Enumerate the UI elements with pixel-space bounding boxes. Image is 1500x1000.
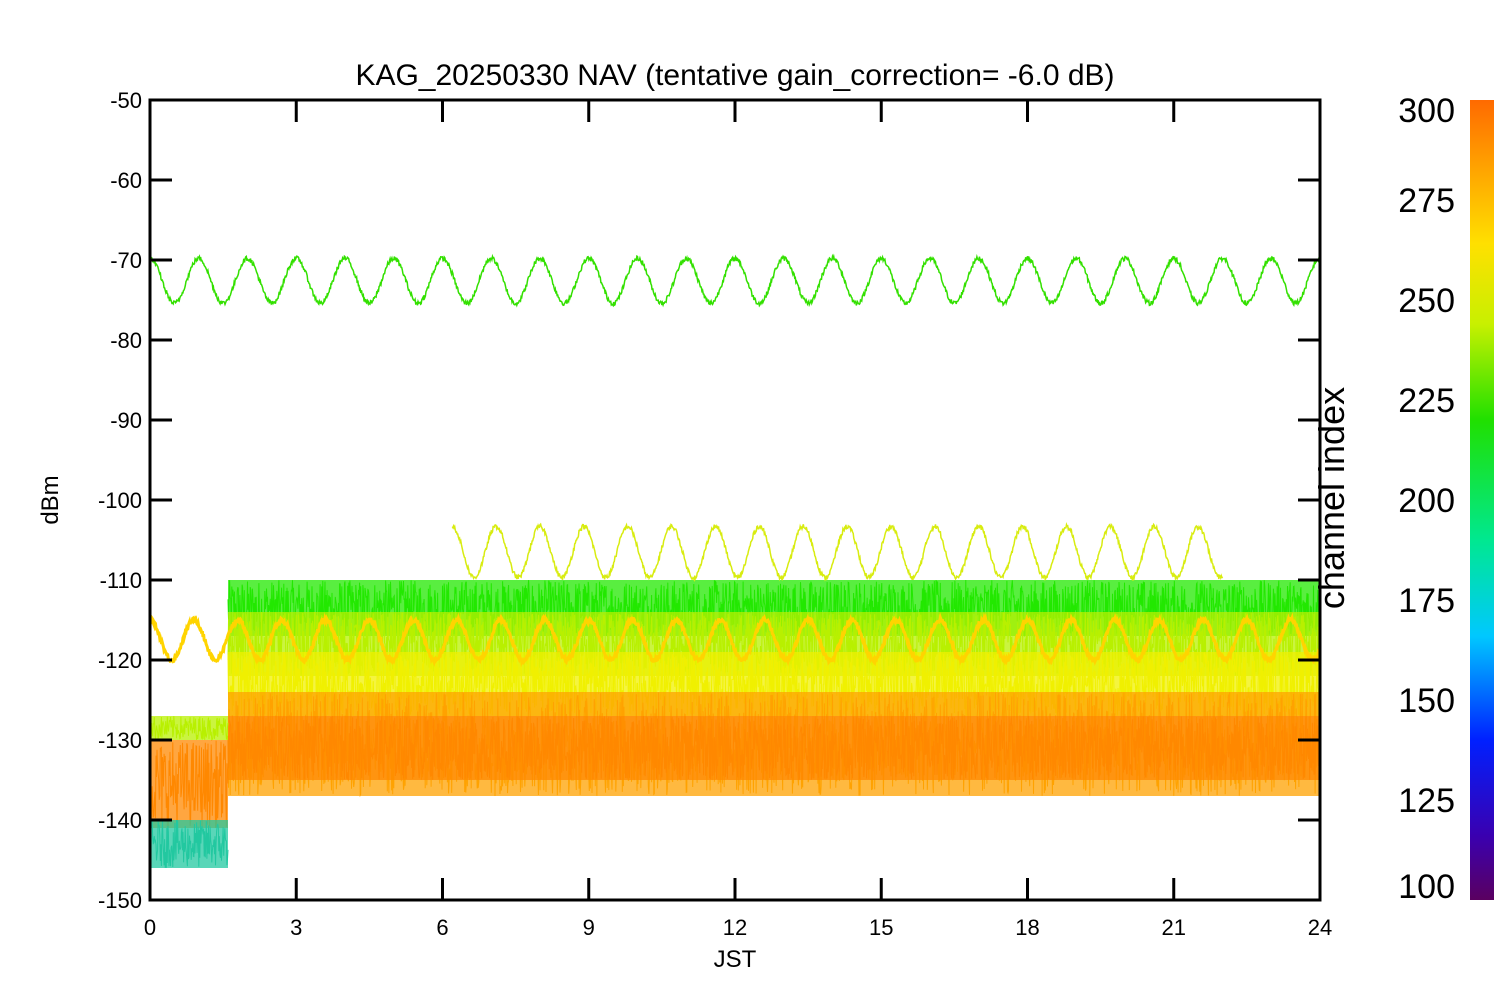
plot-area bbox=[148, 253, 1322, 868]
colorbar-tick-label: 125 bbox=[1398, 782, 1455, 820]
x-tick-label: 15 bbox=[869, 915, 893, 940]
noise-band-trace bbox=[150, 716, 229, 742]
colorbar-tick-label: 175 bbox=[1398, 582, 1455, 620]
x-tick-label: 3 bbox=[290, 915, 302, 940]
y-tick-label: -80 bbox=[110, 328, 142, 353]
colorbar-tick-label: 225 bbox=[1398, 382, 1455, 420]
colorbar-tick-label: 300 bbox=[1398, 92, 1455, 130]
colorbar-tick-label: 275 bbox=[1398, 182, 1455, 220]
y-tick-label: -100 bbox=[98, 488, 142, 513]
noise-band-trace bbox=[149, 740, 229, 828]
series-line-1 bbox=[451, 522, 1224, 583]
y-tick-label: -90 bbox=[110, 408, 142, 433]
y-tick-label: -50 bbox=[110, 88, 142, 113]
y-axis: -50 -60 -70 -80 -90 -100 -110 -120 -130 -140 -150 bbox=[98, 88, 1320, 913]
colorbar-tick-label: 250 bbox=[1398, 282, 1455, 320]
series-line-2 bbox=[148, 611, 1322, 668]
colorbar-tick-label: 150 bbox=[1398, 682, 1455, 720]
series-line-0 bbox=[149, 253, 1321, 308]
y-tick-label: -130 bbox=[98, 728, 142, 753]
x-tick-label: 24 bbox=[1308, 915, 1332, 940]
y-tick-label: -150 bbox=[98, 888, 142, 913]
x-tick-label: 21 bbox=[1162, 915, 1186, 940]
colorbar-label: channel index bbox=[1311, 387, 1352, 609]
y-tick-label: -60 bbox=[110, 168, 142, 193]
noise-band-trace bbox=[149, 820, 229, 868]
chart-title: KAG_20250330 NAV (tentative gain_correct… bbox=[355, 59, 1114, 92]
noise-band-trace bbox=[227, 715, 1321, 781]
x-tick-label: 18 bbox=[1015, 915, 1039, 940]
colorbar bbox=[1470, 100, 1494, 900]
x-tick-label: 0 bbox=[144, 915, 156, 940]
x-tick-label: 12 bbox=[723, 915, 747, 940]
colorbar-ticks: 300 275 250 225 200 175 150 125 100 bbox=[1398, 92, 1455, 906]
x-axis-label: JST bbox=[714, 946, 757, 973]
y-axis-label: dBm bbox=[37, 475, 64, 524]
colorbar-tick-label: 100 bbox=[1398, 868, 1455, 906]
y-tick-label: -120 bbox=[98, 648, 142, 673]
x-axis: 0 3 6 9 12 15 18 21 24 bbox=[144, 100, 1332, 940]
colorbar-tick-label: 200 bbox=[1398, 482, 1455, 520]
y-tick-label: -70 bbox=[110, 248, 142, 273]
x-tick-label: 9 bbox=[583, 915, 595, 940]
y-tick-label: -110 bbox=[100, 568, 142, 593]
y-tick-label: -140 bbox=[98, 808, 142, 833]
x-tick-label: 6 bbox=[436, 915, 448, 940]
